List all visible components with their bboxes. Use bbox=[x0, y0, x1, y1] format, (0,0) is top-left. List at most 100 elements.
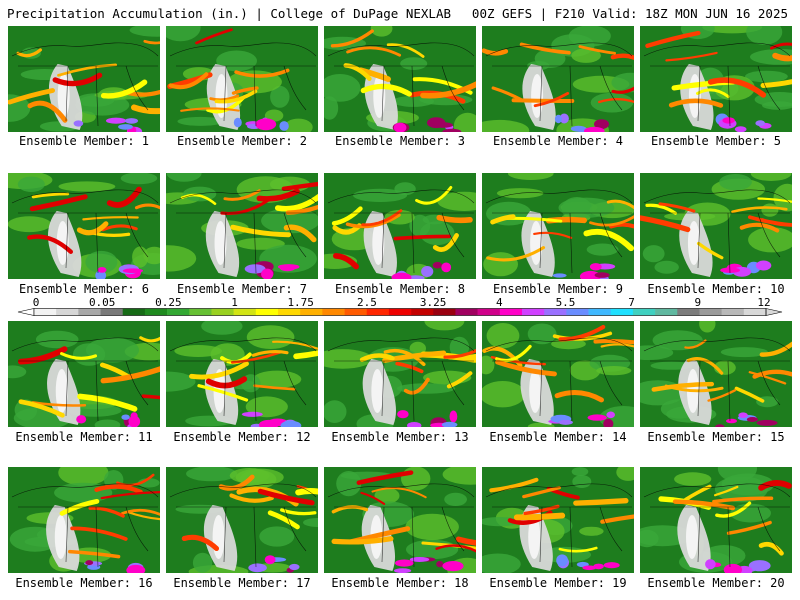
ensemble-map-panel bbox=[7, 466, 161, 574]
ensemble-member-label: Ensemble Member: 9 bbox=[492, 282, 624, 296]
precip-band bbox=[181, 534, 220, 552]
precip-map bbox=[324, 321, 476, 427]
precip-band bbox=[432, 233, 459, 252]
colorbar-segment bbox=[34, 308, 57, 316]
precip-light-area bbox=[174, 345, 223, 357]
precip-light-area bbox=[261, 208, 318, 234]
precip-band bbox=[274, 193, 318, 212]
precip-band bbox=[272, 340, 318, 350]
dry-region-core bbox=[528, 515, 541, 559]
precip-light-area bbox=[405, 513, 459, 541]
precip-map bbox=[324, 173, 476, 279]
boundary-lines bbox=[11, 42, 159, 127]
precip-map bbox=[482, 467, 634, 573]
precip-band bbox=[739, 222, 780, 233]
precip-band bbox=[600, 514, 634, 524]
precip-band bbox=[331, 206, 363, 226]
precip-band bbox=[333, 253, 359, 270]
heavy-precip-area bbox=[264, 555, 276, 565]
precip-band bbox=[106, 186, 142, 208]
precip-light-area bbox=[35, 330, 79, 349]
precip-band bbox=[8, 88, 55, 105]
precip-band bbox=[715, 501, 752, 518]
boundary-lines bbox=[485, 483, 633, 568]
precip-light-area bbox=[482, 553, 521, 573]
precip-light-area bbox=[166, 26, 201, 42]
ensemble-member-label: Ensemble Member: 7 bbox=[176, 282, 308, 296]
precip-map bbox=[324, 467, 476, 573]
precip-band bbox=[59, 499, 100, 516]
precip-light-area bbox=[652, 330, 703, 351]
precip-band bbox=[70, 526, 128, 541]
precip-band bbox=[360, 491, 386, 505]
heavy-precip-area bbox=[584, 126, 605, 132]
precip-band bbox=[490, 214, 516, 225]
boundary-lines bbox=[485, 42, 633, 127]
precip-band bbox=[285, 204, 318, 215]
precip-map bbox=[482, 321, 634, 427]
precip-band bbox=[707, 389, 737, 402]
colorbar-tick-label: 1.75 bbox=[287, 296, 314, 309]
precip-map bbox=[166, 173, 318, 279]
colorbar-segment bbox=[322, 308, 345, 316]
precip-light-area bbox=[324, 96, 339, 120]
precip-map bbox=[640, 173, 792, 279]
colorbar-tick-label: 9 bbox=[694, 296, 702, 309]
precip-band bbox=[606, 199, 634, 210]
colorbar-segment bbox=[433, 308, 456, 316]
precip-band bbox=[359, 353, 395, 363]
heavy-precip-area bbox=[705, 559, 716, 570]
precip-band bbox=[230, 351, 282, 364]
boundary-lines bbox=[643, 42, 791, 127]
precip-light-area bbox=[642, 245, 665, 263]
ensemble-map-panel bbox=[165, 466, 319, 574]
colorbar-tick-label: 4 bbox=[495, 296, 503, 309]
colorbar-segment bbox=[100, 308, 124, 316]
precip-band bbox=[645, 203, 677, 215]
precip-light-area bbox=[58, 467, 109, 486]
precip-band bbox=[645, 30, 701, 48]
precip-light-area bbox=[324, 349, 373, 369]
precip-band bbox=[489, 477, 539, 493]
heavy-precip-area bbox=[122, 268, 143, 273]
precip-map bbox=[166, 321, 318, 427]
ensemble-map-panel bbox=[323, 25, 477, 133]
precip-band bbox=[573, 498, 629, 506]
precip-band bbox=[583, 228, 634, 252]
precip-band bbox=[234, 68, 290, 78]
precip-light-area bbox=[482, 355, 495, 375]
precip-band bbox=[651, 381, 715, 392]
heavy-precip-area bbox=[121, 414, 130, 420]
precip-band bbox=[126, 510, 160, 521]
precip-light-area bbox=[58, 181, 116, 192]
precip-band bbox=[27, 234, 73, 254]
precip-light-area bbox=[579, 526, 604, 536]
precip-band bbox=[82, 216, 139, 221]
precip-map bbox=[8, 173, 160, 279]
ensemble-member-label: Ensemble Member: 10 bbox=[647, 282, 785, 296]
precip-band bbox=[229, 493, 274, 503]
precip-band bbox=[760, 79, 792, 88]
colorbar-segment bbox=[167, 308, 190, 316]
precip-band bbox=[251, 350, 289, 357]
precip-band bbox=[598, 98, 634, 104]
precip-band bbox=[436, 214, 473, 224]
precip-light-area bbox=[370, 26, 393, 37]
colorbar-tick-label: 12 bbox=[757, 296, 771, 309]
precip-light-area bbox=[400, 57, 428, 70]
precip-band bbox=[696, 88, 730, 99]
precip-light-area bbox=[424, 321, 465, 331]
precip-band bbox=[330, 29, 374, 48]
precip-light-area bbox=[324, 74, 361, 102]
precip-band bbox=[455, 536, 476, 546]
heavy-precip-area bbox=[241, 411, 263, 417]
precip-band bbox=[491, 86, 524, 102]
precip-light-area bbox=[654, 260, 679, 274]
precip-band bbox=[684, 339, 707, 349]
precip-band bbox=[386, 43, 425, 58]
precip-light-area bbox=[571, 467, 589, 477]
ensemble-member-label: Ensemble Member: 19 bbox=[489, 576, 627, 590]
precip-light-area bbox=[761, 203, 779, 217]
precip-band bbox=[280, 508, 317, 516]
heavy-precip-area bbox=[606, 411, 615, 419]
